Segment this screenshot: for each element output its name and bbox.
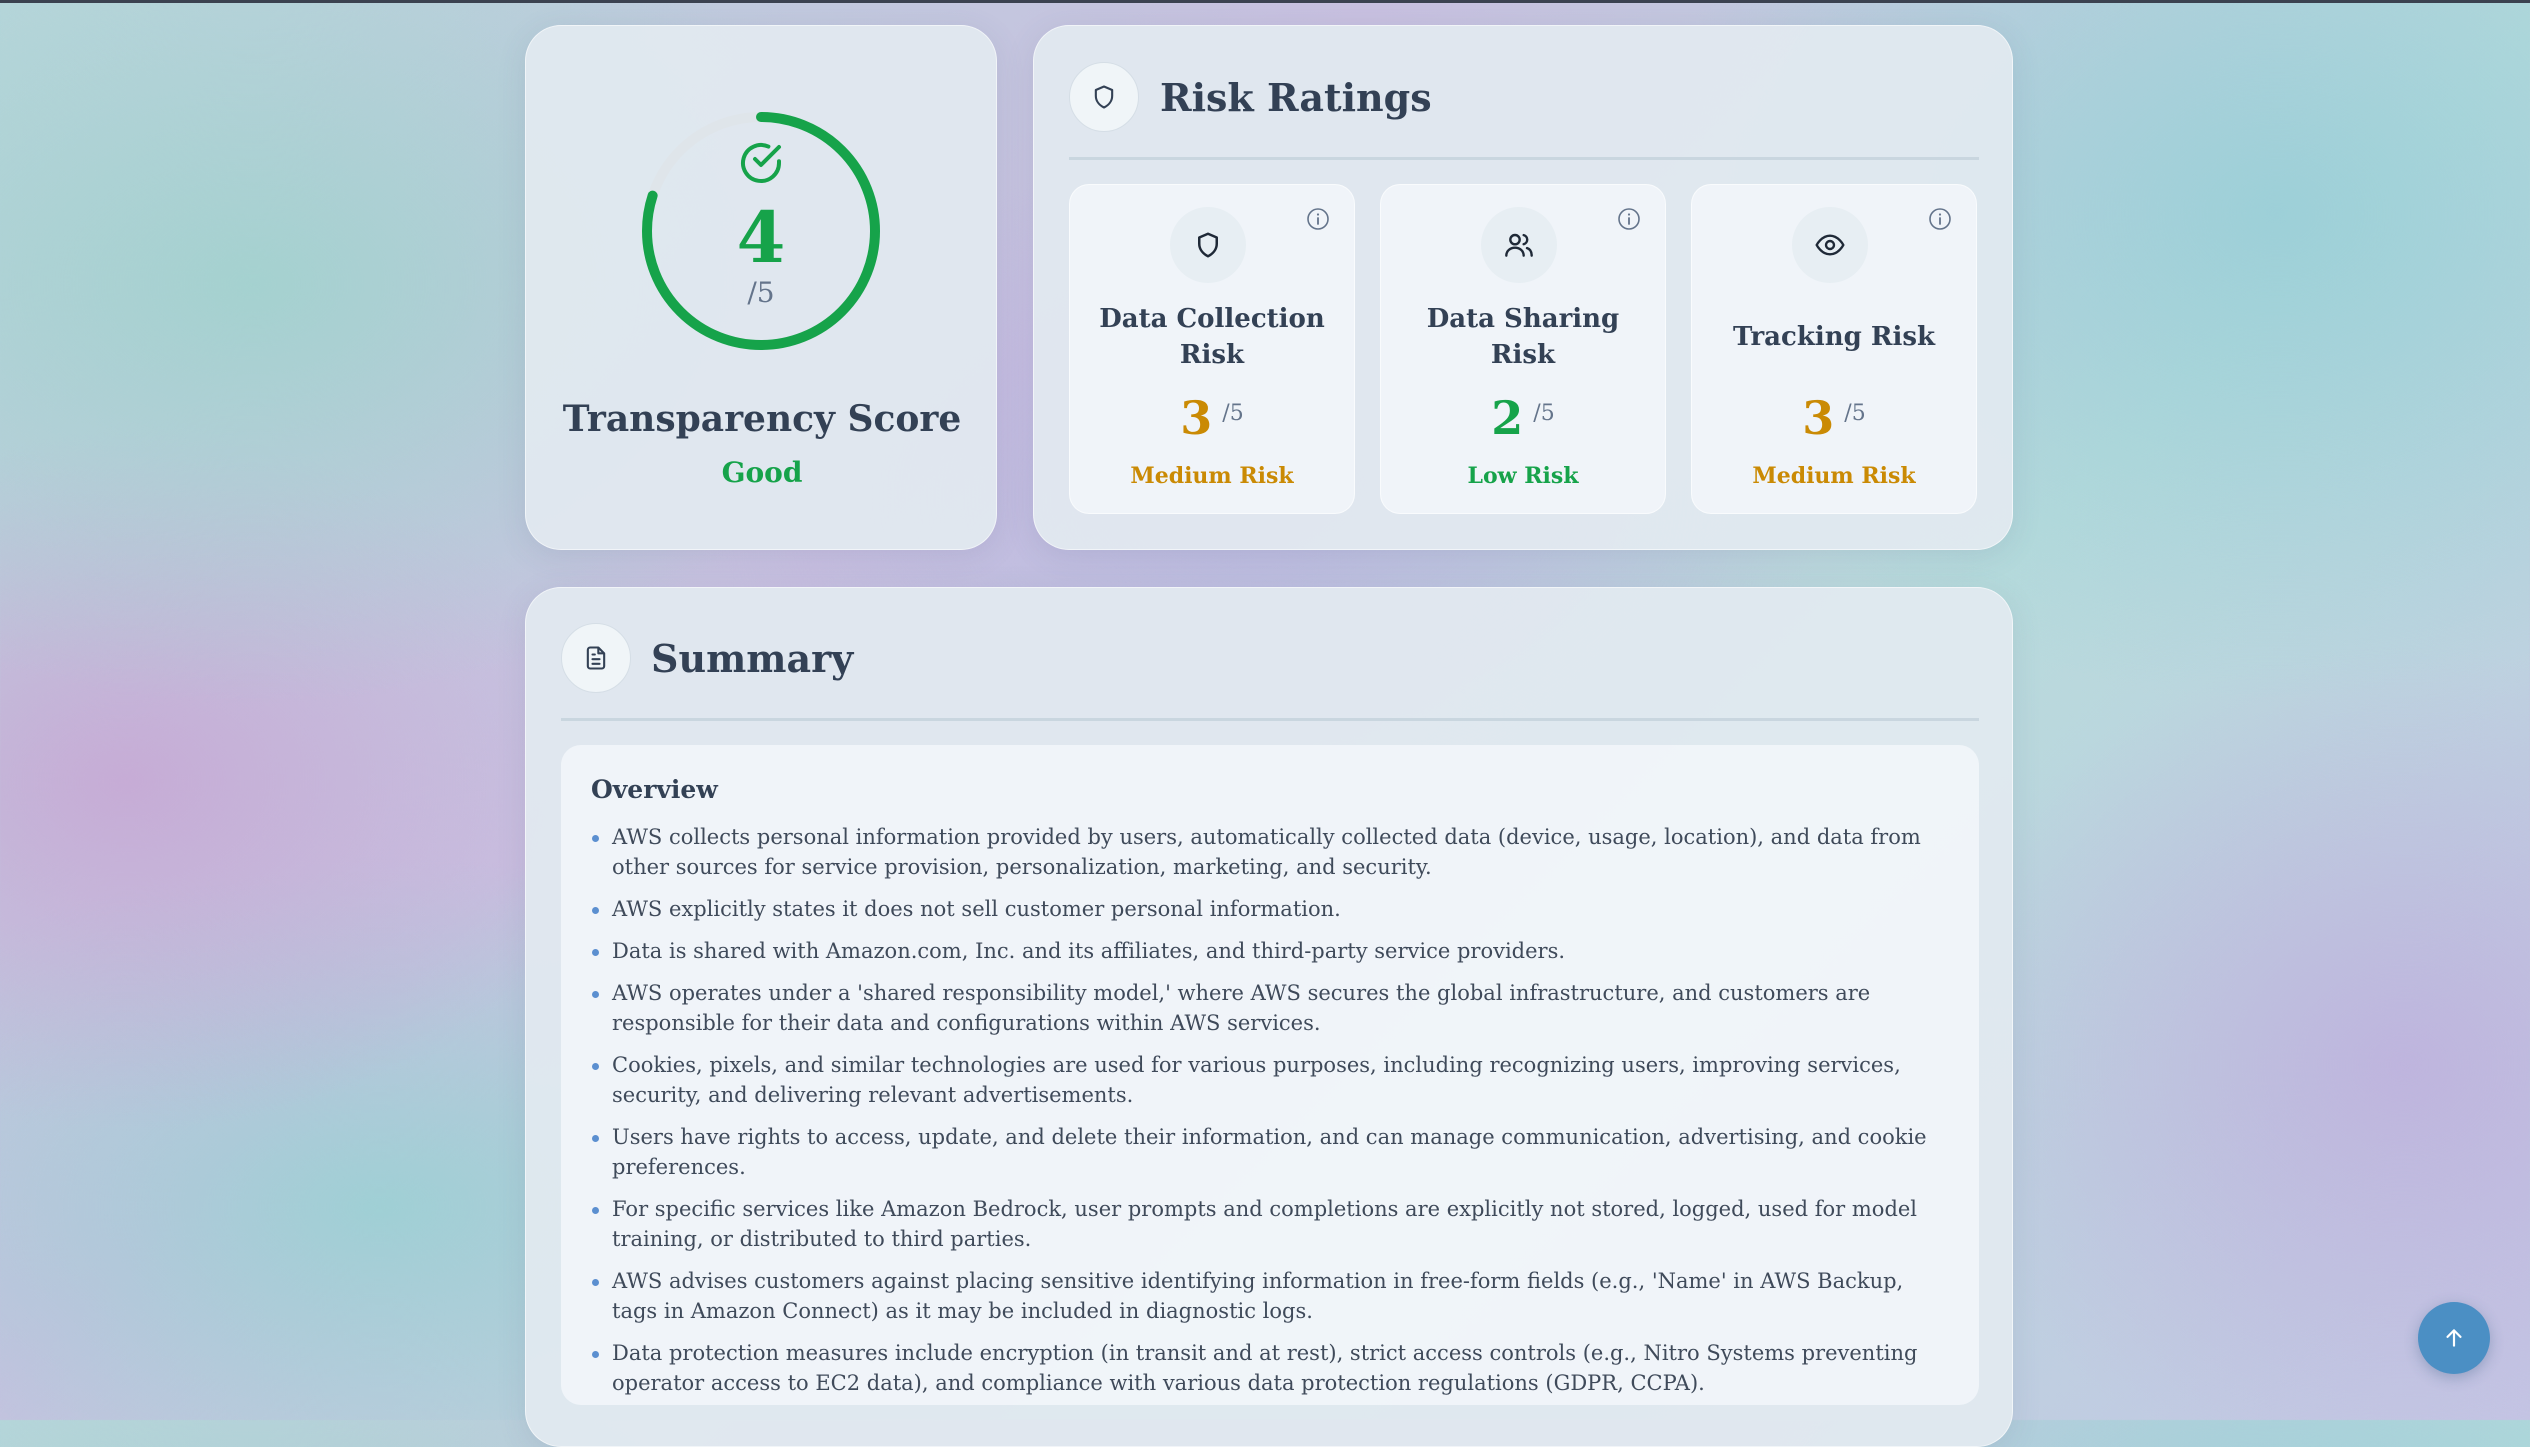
list-item: Data is shared with Amazon.com, Inc. and… bbox=[591, 936, 1949, 966]
risk-level: Medium Risk bbox=[1752, 463, 1916, 489]
top-border bbox=[0, 0, 2530, 3]
risk-score-value: 3 bbox=[1180, 391, 1213, 445]
risk-icon-wrap bbox=[1792, 207, 1868, 283]
info-icon[interactable] bbox=[1928, 207, 1952, 231]
overview-panel: Overview AWS collects personal informati… bbox=[561, 745, 1979, 1405]
check-circle-icon bbox=[741, 143, 781, 183]
risk-score: 2/5 bbox=[1381, 395, 1665, 441]
list-item: Data protection measures include encrypt… bbox=[591, 1338, 1949, 1398]
list-item: AWS advises customers against placing se… bbox=[591, 1266, 1949, 1326]
risk-level: Low Risk bbox=[1467, 463, 1579, 489]
risk-ratings-card: Risk Ratings Data Collection Risk 3/5 Me… bbox=[1033, 25, 2013, 550]
eye-icon bbox=[1815, 234, 1845, 256]
risk-name: Data Collection Risk bbox=[1099, 304, 1325, 370]
risk-score: 3/5 bbox=[1692, 395, 1976, 441]
risk-score-max: /5 bbox=[1533, 401, 1555, 426]
transparency-score-card: 4 /5 Transparency Score Good bbox=[525, 25, 997, 550]
info-icon[interactable] bbox=[1617, 207, 1641, 231]
summary-divider bbox=[561, 718, 1979, 721]
risk-ratings-title: Risk Ratings bbox=[1160, 75, 1432, 120]
transparency-score-label: Good bbox=[721, 456, 803, 489]
risk-item-tracking: Tracking Risk 3/5 Medium Risk bbox=[1691, 184, 1977, 514]
transparency-score-value: 4 bbox=[736, 196, 786, 279]
risk-score-max: /5 bbox=[1844, 401, 1866, 426]
risk-name: Tracking Risk bbox=[1733, 322, 1935, 352]
risk-score-value: 3 bbox=[1802, 391, 1835, 445]
list-item: AWS operates under a 'shared responsibil… bbox=[591, 978, 1949, 1038]
risk-score: 3/5 bbox=[1070, 395, 1354, 441]
score-gauge: 4 /5 bbox=[641, 111, 881, 351]
risk-item-data-collection: Data Collection Risk 3/5 Medium Risk bbox=[1069, 184, 1355, 514]
shield-icon bbox=[1094, 85, 1114, 109]
risk-ratings-header-icon bbox=[1069, 62, 1139, 132]
transparency-score-title: Transparency Score bbox=[562, 398, 962, 440]
risk-icon-wrap bbox=[1170, 207, 1246, 283]
score-ring-fill bbox=[642, 112, 880, 350]
summary-title: Summary bbox=[651, 636, 854, 681]
list-item: For specific services like Amazon Bedroc… bbox=[591, 1194, 1949, 1254]
info-icon[interactable] bbox=[1306, 207, 1330, 231]
list-item: Cookies, pixels, and similar technologie… bbox=[591, 1050, 1949, 1110]
risk-icon-wrap bbox=[1481, 207, 1557, 283]
document-icon bbox=[586, 646, 606, 670]
risk-ratings-divider bbox=[1069, 157, 1979, 160]
users-icon bbox=[1505, 233, 1533, 257]
overview-list: AWS collects personal information provid… bbox=[591, 822, 1949, 1398]
list-item: AWS explicitly states it does not sell c… bbox=[591, 894, 1949, 924]
summary-header-icon bbox=[561, 623, 631, 693]
risk-score-value: 2 bbox=[1491, 391, 1524, 445]
risk-name: Data Sharing Risk bbox=[1426, 304, 1620, 370]
list-item: AWS collects personal information provid… bbox=[591, 822, 1949, 882]
arrow-up-icon bbox=[2446, 1329, 2462, 1347]
summary-card: Summary Overview AWS collects personal i… bbox=[525, 587, 2013, 1447]
risk-score-max: /5 bbox=[1222, 401, 1244, 426]
transparency-score-max: /5 bbox=[747, 276, 775, 309]
shield-icon bbox=[1198, 232, 1218, 258]
list-item: Users have rights to access, update, and… bbox=[591, 1122, 1949, 1182]
scroll-to-top-button[interactable] bbox=[2418, 1302, 2490, 1374]
risk-level: Medium Risk bbox=[1130, 463, 1294, 489]
score-ring bbox=[642, 112, 880, 350]
overview-title: Overview bbox=[591, 775, 718, 804]
risk-item-data-sharing: Data Sharing Risk 2/5 Low Risk bbox=[1380, 184, 1666, 514]
